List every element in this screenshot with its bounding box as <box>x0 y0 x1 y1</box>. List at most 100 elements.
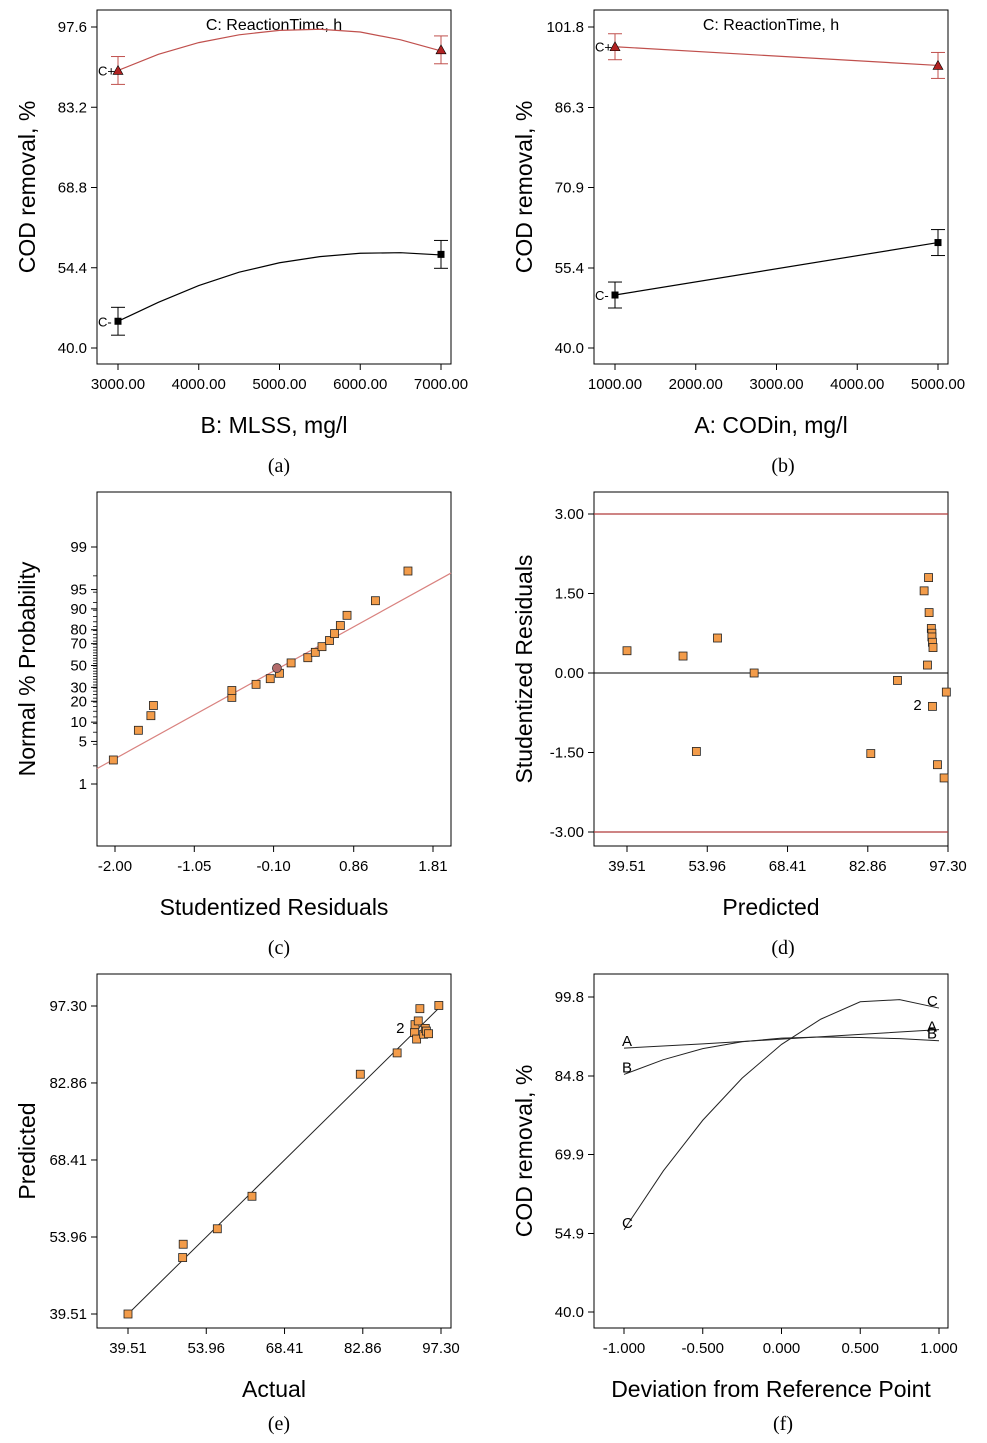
data-point <box>146 711 156 721</box>
x-tick-label: 4000.00 <box>830 376 884 393</box>
x-tick-label: 6000.00 <box>333 376 387 393</box>
y-tick-label: 97.6 <box>58 19 87 36</box>
data-point <box>335 621 345 630</box>
data-point <box>342 610 352 620</box>
data-point <box>866 749 876 758</box>
x-tick-label: 3000.00 <box>91 376 145 393</box>
x-tick-label: 3000.00 <box>749 376 803 393</box>
data-point <box>247 1191 257 1201</box>
y-tick-label: 99.8 <box>555 989 584 1006</box>
data-point <box>919 586 929 596</box>
response-plot-codin: 1000.00 2000.00 3000.00 4000.00 5000.00 40.0 5… <box>511 9 965 438</box>
y-tick-label: 3.00 <box>555 506 584 523</box>
y-tick-label: 97.30 <box>49 998 87 1015</box>
y-tick-label: 68.8 <box>58 180 87 197</box>
factor-label: B <box>622 1059 632 1076</box>
x-axis-label: B: MLSS, mg/l <box>201 412 348 438</box>
series-line <box>614 46 939 67</box>
x-tick-label: 1.81 <box>418 858 447 875</box>
data-point <box>371 596 380 606</box>
y-tick-label: 80 <box>70 622 87 639</box>
x-tick-label: 1.000 <box>920 1340 958 1357</box>
data-point <box>286 658 296 668</box>
data-point <box>148 701 158 710</box>
data-point <box>265 674 275 684</box>
x-axis-label: Predicted <box>722 894 819 920</box>
data-point <box>939 773 949 783</box>
data-point <box>749 668 759 678</box>
data-point <box>303 653 313 663</box>
y-tick-label: 82.86 <box>49 1075 87 1092</box>
y-tick-label: 40.0 <box>555 340 584 357</box>
data-point <box>941 687 951 697</box>
chart-panel-c: -2.00 -1.05 -0.10 0.86 1.81 1 5 10 20 30 50 70 80 90 9… <box>0 482 490 960</box>
data-point-triangle <box>932 59 944 70</box>
data-point-triangle <box>112 64 124 75</box>
y-tick-label: 86.3 <box>555 100 584 117</box>
data-point <box>403 566 413 576</box>
y-tick-label: 83.2 <box>58 99 87 116</box>
y-tick-label: 99 <box>70 539 87 556</box>
y-axis-label: Studentized Residuals <box>511 555 537 784</box>
x-tick-label: 68.41 <box>266 1340 304 1357</box>
plot-frame <box>593 973 949 1329</box>
series-line <box>614 241 939 296</box>
data-point-square <box>437 250 445 258</box>
point-count-annotation: 2 <box>913 697 921 714</box>
data-point-square <box>114 317 122 325</box>
y-tick-label: 50 <box>70 658 87 675</box>
y-axis-label: Predicted <box>14 1102 40 1199</box>
x-tick-label: 39.51 <box>109 1340 147 1357</box>
data-point <box>310 647 320 657</box>
y-tick-label: 55.4 <box>555 260 584 277</box>
plot-frame <box>96 9 452 365</box>
chart-panel-f: -1.000 -0.500 0.000 0.500 1.000 40.0 54.9 69.9 8… <box>497 964 987 1442</box>
chart-panel-a: 3000.00 4000.00 5000.00 6000.00 7000.00 40.0 5… <box>0 0 490 478</box>
x-tick-label: 0.86 <box>339 858 368 875</box>
data-point <box>123 1309 133 1319</box>
y-tick-label: 69.9 <box>555 1147 584 1164</box>
y-tick-label: 70.9 <box>555 180 584 197</box>
x-tick-label: 5000.00 <box>252 376 306 393</box>
data-point <box>924 608 934 617</box>
x-tick-label: 53.96 <box>187 1340 225 1357</box>
x-tick-label: -0.500 <box>681 1340 724 1357</box>
chart-panel-d: 39.51 53.96 68.41 82.86 97.30 -3.00 -1.50 0.00 1… <box>497 482 987 960</box>
data-point-square <box>934 239 942 247</box>
y-tick-label: -3.00 <box>550 824 584 841</box>
x-tick-label: 68.41 <box>769 858 807 875</box>
x-tick-label: 2000.00 <box>669 376 723 393</box>
response-plot-mlss: 3000.00 4000.00 5000.00 6000.00 7000.00 40.0 5… <box>14 9 468 438</box>
y-axis-label: COD removal, % <box>511 101 537 274</box>
center-point-marker <box>272 663 282 673</box>
factor-label: C <box>622 1215 633 1232</box>
y-tick-label: 39.51 <box>49 1306 87 1323</box>
x-axis-label: Actual <box>242 1376 306 1402</box>
y-tick-label: 101.8 <box>546 19 584 36</box>
perturbation-plot: -1.000 -0.500 0.000 0.500 1.000 40.0 54.9 69.9 8… <box>511 973 958 1402</box>
data-point <box>893 676 902 685</box>
data-point <box>713 633 722 643</box>
y-axis-label: Normal % Probability <box>14 561 40 776</box>
data-point <box>133 725 143 735</box>
data-point <box>933 760 942 770</box>
x-tick-label: 1000.00 <box>588 376 642 393</box>
x-tick-label: 5000.00 <box>911 376 965 393</box>
data-point <box>227 686 237 695</box>
y-tick-label: 5 <box>79 733 87 750</box>
chart-panel-e: 39.51 53.96 68.41 82.86 97.30 39.51 53.96 68.41… <box>0 964 490 1442</box>
caption-f: (f) <box>773 1413 793 1435</box>
y-tick-label: 40.0 <box>555 1304 584 1321</box>
data-point <box>622 646 632 656</box>
data-point <box>415 1004 425 1014</box>
x-tick-label: 0.000 <box>763 1340 801 1357</box>
x-tick-label: 82.86 <box>344 1340 382 1357</box>
x-axis-label: Studentized Residuals <box>160 894 389 920</box>
data-point <box>355 1069 365 1079</box>
data-point <box>928 643 938 652</box>
x-tick-label: -2.00 <box>98 858 132 875</box>
y-tick-label: 53.96 <box>49 1229 87 1246</box>
y-tick-label: 54.9 <box>555 1226 584 1243</box>
data-point <box>924 573 933 582</box>
